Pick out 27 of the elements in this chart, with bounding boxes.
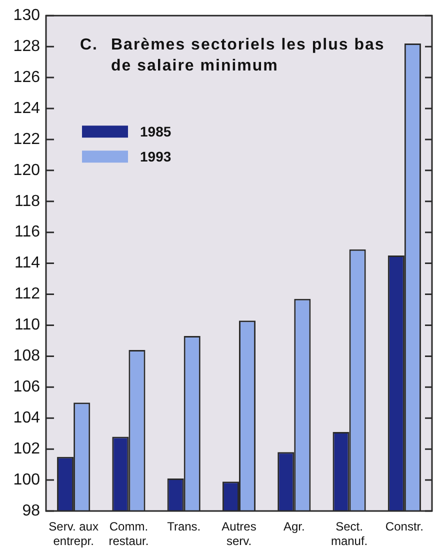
- y-tick-label: 108: [13, 348, 40, 365]
- y-tick-label: 116: [14, 224, 40, 241]
- x-tick-label: Agr.: [283, 520, 305, 534]
- y-tick-label: 130: [13, 7, 40, 24]
- y-tick-label: 112: [14, 286, 40, 303]
- y-tick-label: 104: [13, 410, 40, 427]
- x-tick-label: Comm. restaur.: [108, 520, 149, 548]
- y-tick-label: 102: [13, 440, 40, 458]
- y-tick-label: 106: [13, 378, 40, 396]
- y-tick-label: 128: [13, 38, 40, 55]
- y-tick-label: 114: [14, 254, 40, 272]
- y-tick-label: 100: [13, 471, 40, 488]
- y-tick-label: 98: [22, 502, 40, 520]
- y-tick-label: 120: [13, 162, 40, 179]
- y-tick-label: 124: [13, 100, 40, 117]
- y-tick-label: 122: [13, 130, 40, 148]
- x-tick-label: Constr.: [385, 520, 424, 534]
- y-tick-label: 126: [13, 68, 40, 86]
- legend-label: 1985: [140, 123, 172, 140]
- x-tick-label: Sect. manuf.: [330, 520, 368, 548]
- y-tick-label: 118: [14, 192, 40, 210]
- x-tick-label: Autres serv.: [222, 520, 256, 548]
- x-tick-label: Trans.: [167, 520, 201, 534]
- legend-label: 1993: [140, 148, 172, 164]
- x-tick-label: Serv. aux entrepr.: [48, 520, 98, 548]
- y-tick-label: 110: [14, 316, 40, 334]
- text: C. Barèmes sectoriels les plus bas de salaire minimum: [80, 36, 385, 75]
